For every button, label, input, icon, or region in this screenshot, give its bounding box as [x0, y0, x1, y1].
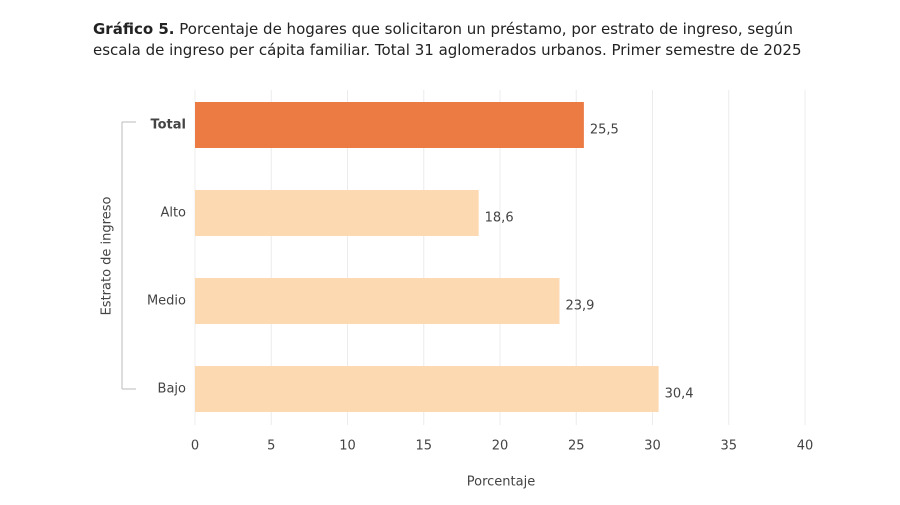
- y-tick-label: Alto: [160, 206, 186, 221]
- data-label: 23,9: [565, 299, 594, 314]
- data-label: 25,5: [590, 123, 619, 138]
- x-tick-label: 20: [492, 439, 509, 454]
- x-axis-label: Porcentaje: [467, 475, 535, 490]
- x-tick-label: 15: [415, 439, 432, 454]
- y-axis-label: Estrato de ingreso: [100, 197, 115, 316]
- x-tick-label: 35: [720, 439, 737, 454]
- x-tick-label: 40: [797, 439, 814, 454]
- x-tick-label: 0: [191, 439, 199, 454]
- bar: [195, 190, 479, 236]
- bar: [195, 366, 659, 412]
- y-tick-label: Bajo: [158, 382, 186, 397]
- data-label: 18,6: [485, 211, 514, 226]
- y-tick-label: Total: [150, 118, 186, 133]
- title-label: Gráfico 5.: [93, 20, 175, 38]
- y-tick-label: Medio: [147, 294, 186, 309]
- x-tick-label: 30: [644, 439, 661, 454]
- title-text: Porcentaje de hogares que solicitaron un…: [93, 20, 802, 59]
- x-tick-label: 5: [267, 439, 275, 454]
- bar: [195, 278, 560, 324]
- data-label: 30,4: [665, 387, 694, 402]
- x-tick-label: 10: [339, 439, 356, 454]
- chart-title: Gráfico 5. Porcentaje de hogares que sol…: [93, 19, 833, 61]
- bar: [195, 102, 584, 148]
- x-tick-label: 25: [568, 439, 585, 454]
